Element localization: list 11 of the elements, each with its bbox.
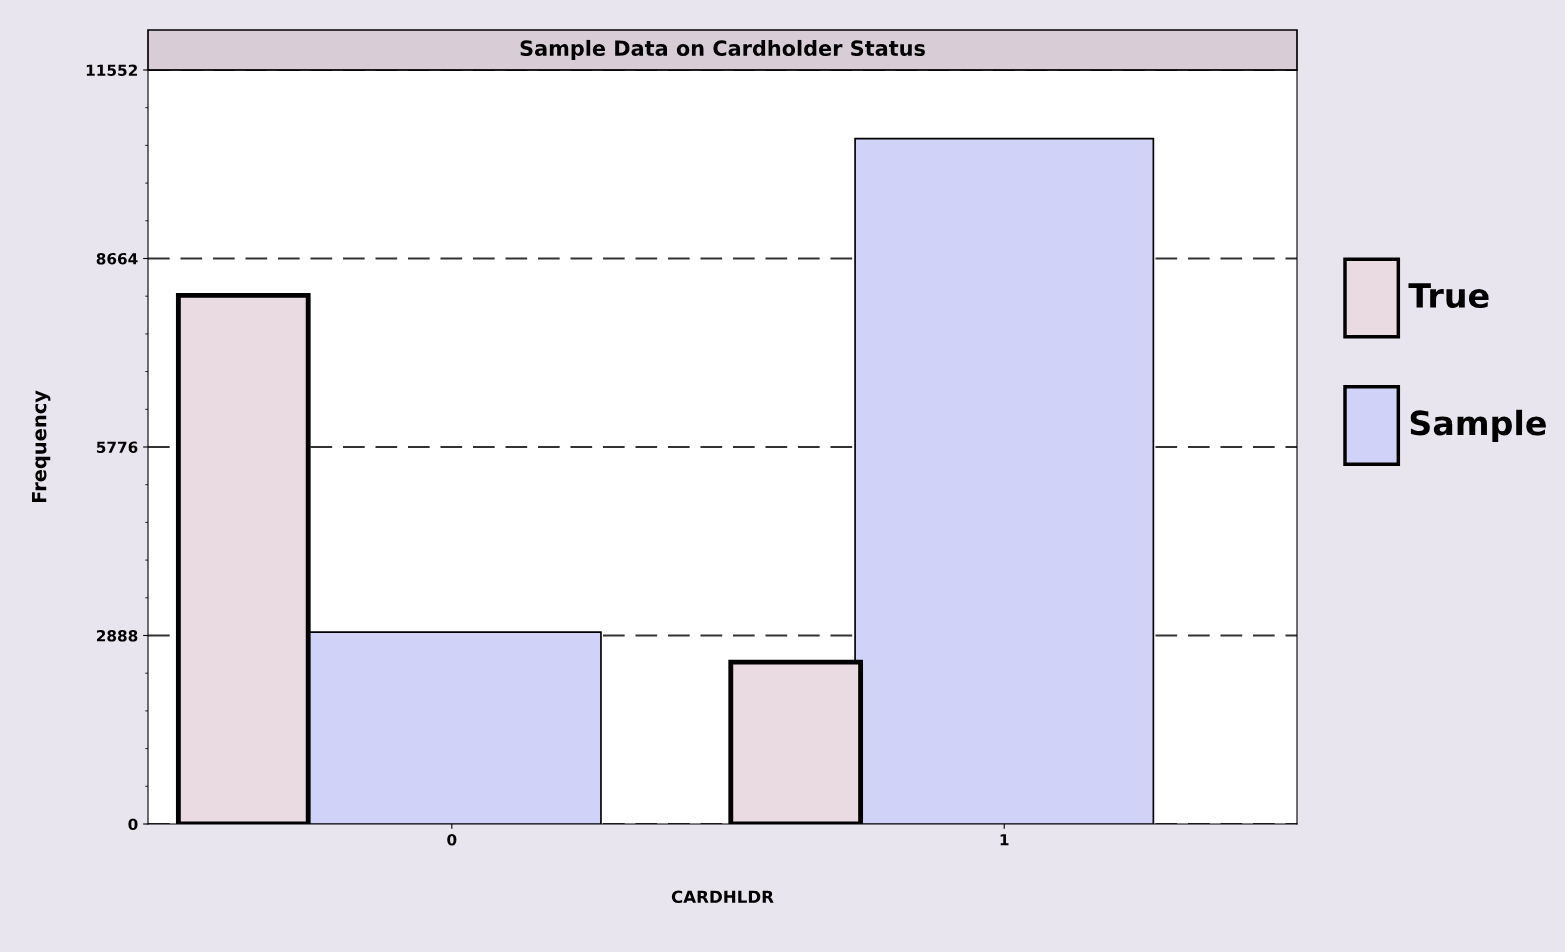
y-tick-label: 5776 — [96, 441, 138, 454]
legend-label: True — [1408, 283, 1489, 309]
chart-title: Sample Data on Cardholder Status — [520, 39, 925, 61]
legend-label: Sample — [1410, 409, 1546, 443]
y-tick-label: 0 — [128, 818, 138, 831]
y-tick-label: 2888 — [96, 629, 138, 642]
y-tick-label: 8664 — [96, 252, 138, 265]
x-tick-label: 1 — [1000, 834, 1009, 846]
y-axis-title: Frequency — [32, 390, 51, 503]
y-tick-label: 11552 — [86, 64, 137, 77]
x-axis-title: CARDHLDR — [671, 890, 774, 904]
